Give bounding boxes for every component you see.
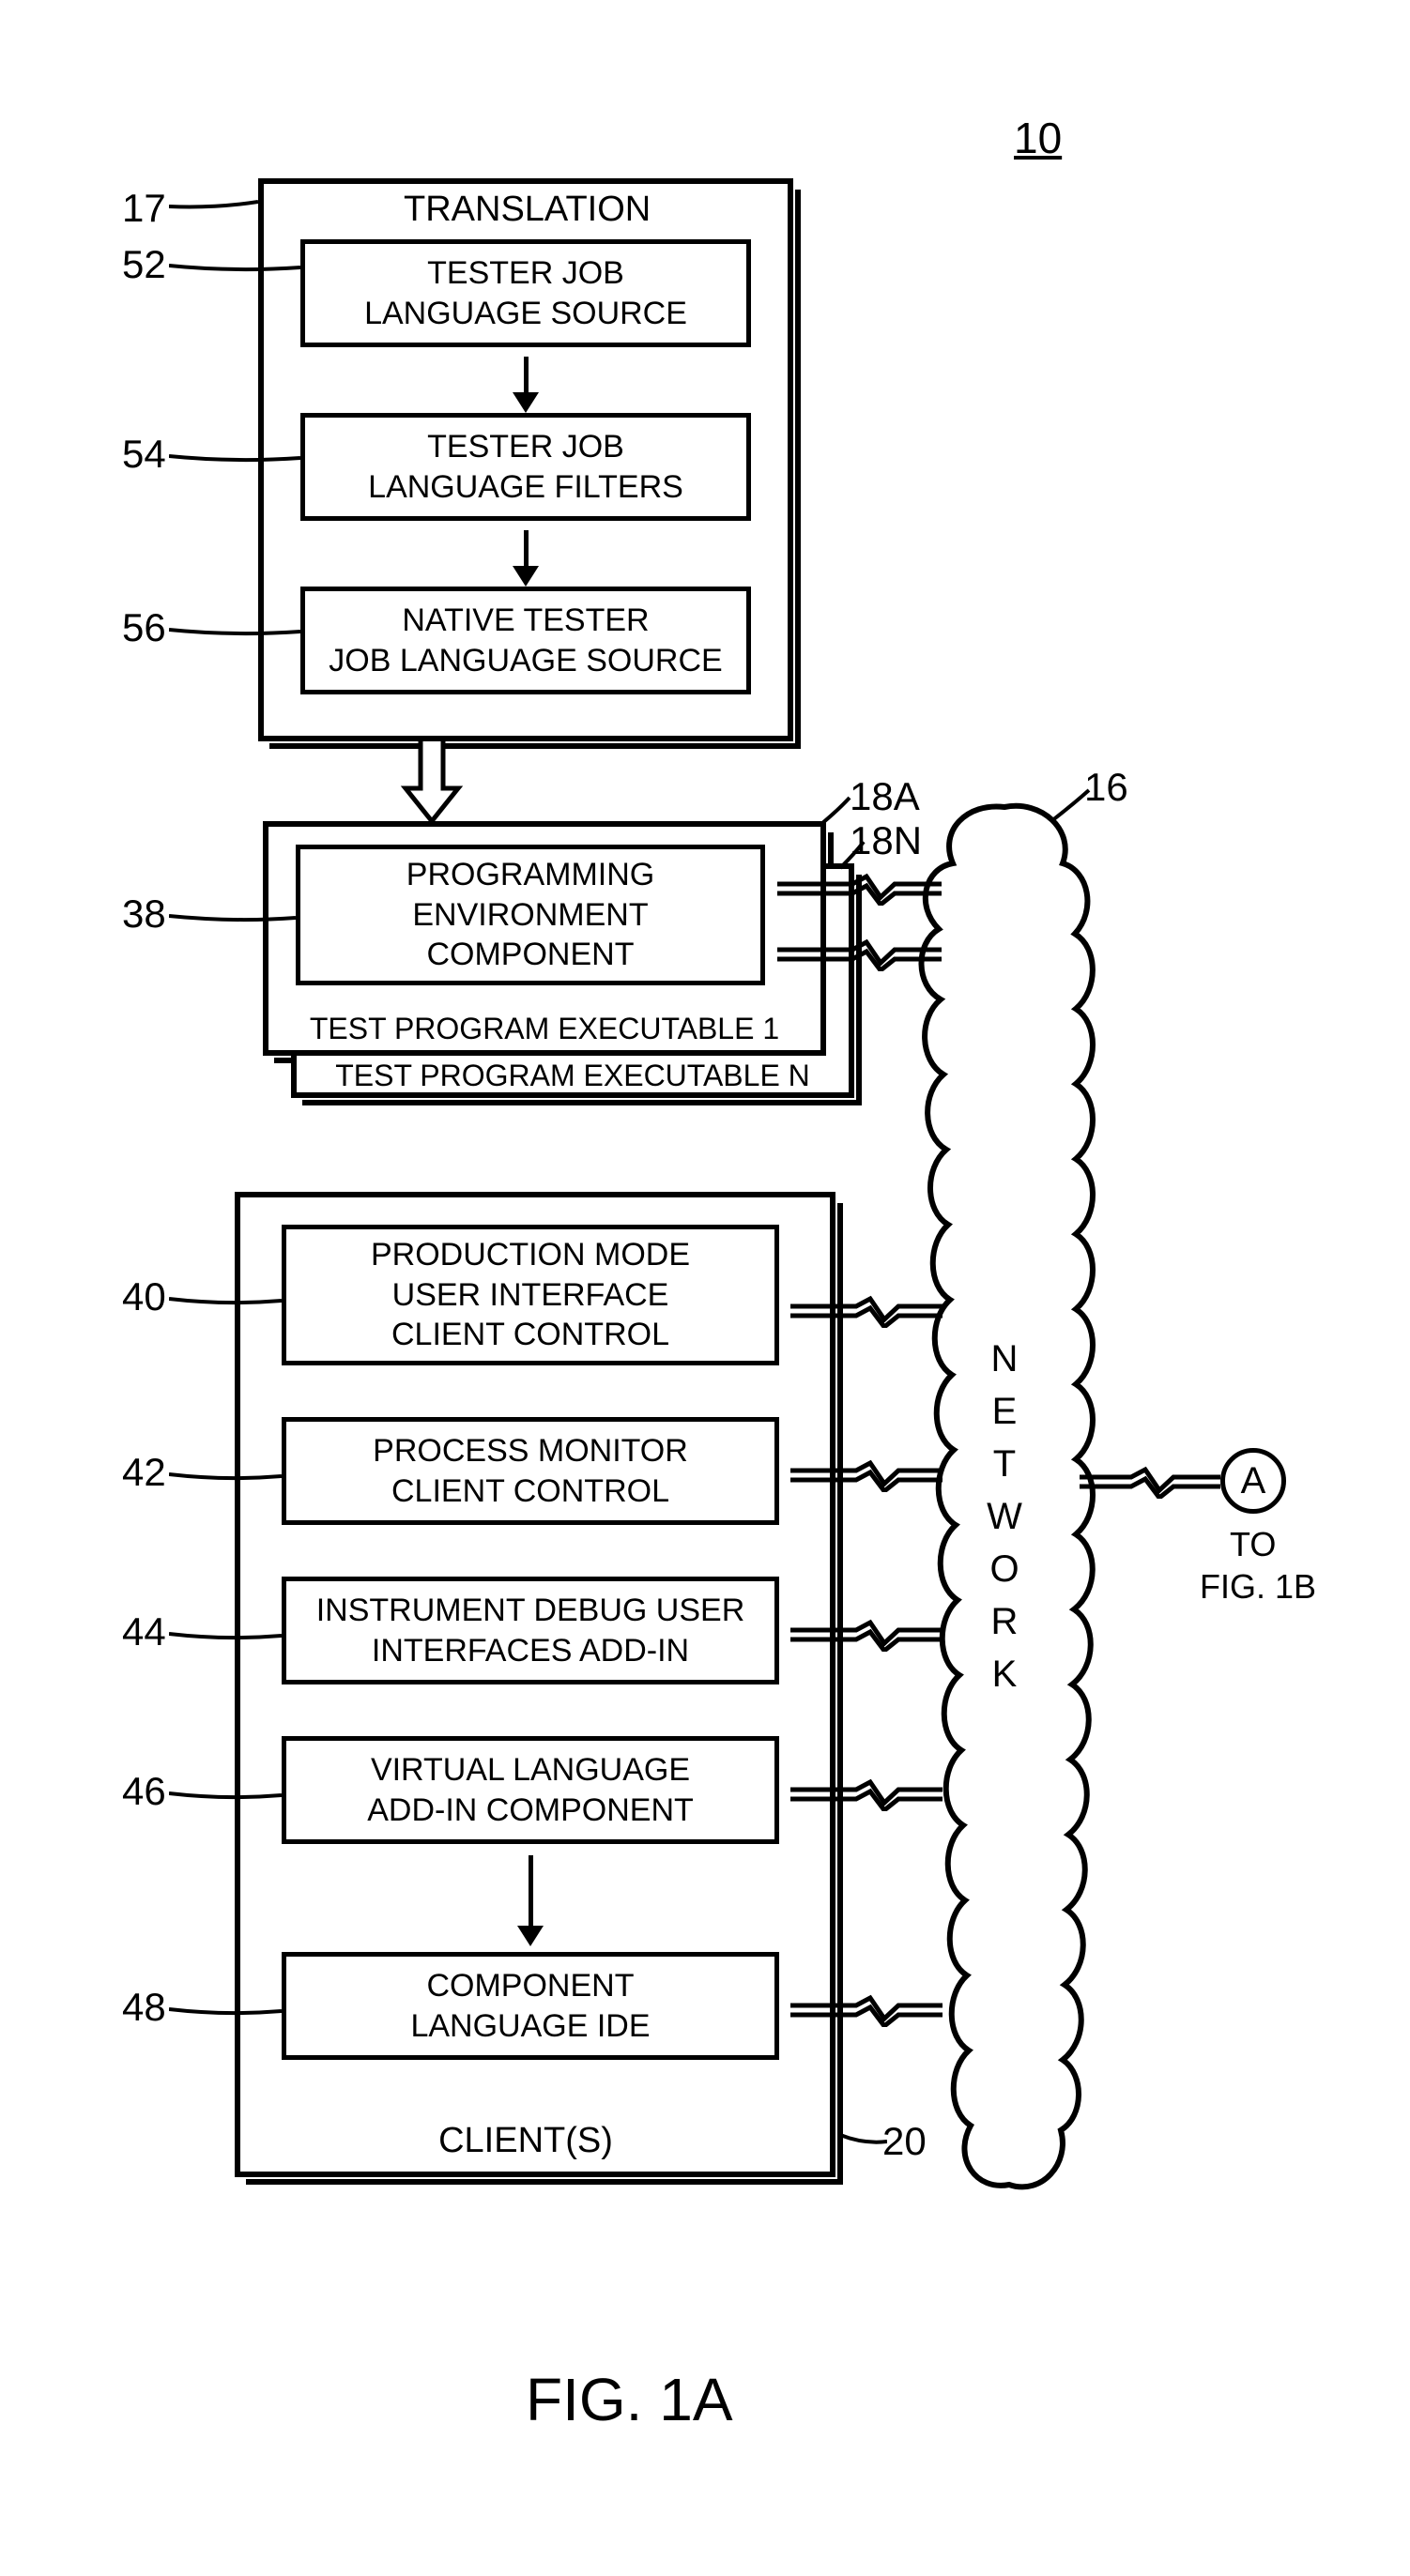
box-48-text: COMPONENT LANGUAGE IDE — [410, 1966, 650, 2046]
box-40-text: PRODUCTION MODE USER INTERFACE CLIENT CO… — [371, 1235, 690, 1355]
zigzag-40-network — [790, 1295, 943, 1328]
leader-17 — [169, 188, 258, 225]
zigzag-network-to-a — [1080, 1466, 1220, 1499]
network-label-w: W — [987, 1496, 1022, 1537]
ref-20: 20 — [882, 2119, 927, 2164]
connector-a-circle: A — [1220, 1448, 1286, 1514]
network-label-e: E — [992, 1391, 1018, 1432]
leader-54 — [169, 439, 300, 477]
ref-17: 17 — [122, 186, 166, 231]
ref-52: 52 — [122, 242, 166, 287]
leader-20 — [840, 2130, 887, 2158]
box-programming-environment-component: PROGRAMMING ENVIRONMENT COMPONENT — [296, 845, 765, 985]
box-56-text: NATIVE TESTER JOB LANGUAGE SOURCE — [329, 601, 722, 680]
leader-44 — [169, 1617, 282, 1654]
box-46-text: VIRTUAL LANGUAGE ADD-IN COMPONENT — [367, 1750, 694, 1830]
translation-title: TRANSLATION — [404, 190, 648, 230]
leader-16 — [1051, 788, 1094, 826]
ref-40: 40 — [122, 1274, 166, 1319]
leader-52 — [169, 249, 300, 286]
ref-38: 38 — [122, 892, 166, 937]
zigzag-42-network — [790, 1459, 943, 1492]
ref-46: 46 — [122, 1769, 166, 1814]
diagram-canvas: 10 TRANSLATION TESTER JOB LANGUAGE SOURC… — [0, 0, 1410, 2576]
box-tester-job-language-filters: TESTER JOB LANGUAGE FILTERS — [300, 413, 751, 521]
zigzag-46-network — [790, 1778, 943, 1811]
leader-46 — [169, 1776, 282, 1814]
zigzag-44-network — [790, 1619, 943, 1652]
zigzag-38-network-1 — [777, 873, 942, 906]
box-component-language-ide: COMPONENT LANGUAGE IDE — [282, 1952, 779, 2060]
exec1-label: TEST PROGRAM EXECUTABLE 1 — [282, 1012, 807, 1046]
network-label: N E T W O R K — [986, 1333, 1023, 1700]
box-virtual-language-addin-component: VIRTUAL LANGUAGE ADD-IN COMPONENT — [282, 1736, 779, 1844]
ref-48: 48 — [122, 1985, 166, 2030]
ref-56: 56 — [122, 605, 166, 650]
box-54-text: TESTER JOB LANGUAGE FILTERS — [368, 427, 683, 507]
box-52-text: TESTER JOB LANGUAGE SOURCE — [364, 253, 687, 333]
box-44-text: INSTRUMENT DEBUG USER INTERFACES ADD-IN — [316, 1591, 745, 1670]
leader-18n — [840, 840, 868, 873]
zigzag-48-network — [790, 1994, 943, 2027]
box-tester-job-language-source: TESTER JOB LANGUAGE SOURCE — [300, 239, 751, 347]
connector-fig-label: FIG. 1B — [1200, 1567, 1316, 1607]
execN-label: TEST PROGRAM EXECUTABLE N — [310, 1059, 835, 1093]
ref-44: 44 — [122, 1609, 166, 1654]
box-production-mode-ui-client-control: PRODUCTION MODE USER INTERFACE CLIENT CO… — [282, 1225, 779, 1365]
ref-18a: 18A — [850, 774, 920, 819]
network-label-o: O — [989, 1548, 1019, 1590]
network-label-k: K — [992, 1654, 1018, 1695]
box-instrument-debug-ui-addin: INSTRUMENT DEBUG USER INTERFACES ADD-IN — [282, 1577, 779, 1684]
leader-56 — [169, 613, 300, 650]
network-label-r: R — [991, 1601, 1019, 1642]
leader-48 — [169, 1992, 282, 2030]
connector-to-label: TO — [1230, 1525, 1276, 1564]
clients-label: CLIENT(S) — [404, 2121, 648, 2161]
leader-38 — [169, 899, 296, 937]
network-label-n: N — [991, 1338, 1019, 1379]
connector-a-letter: A — [1241, 1460, 1266, 1502]
wide-arrow-translation-to-exec — [394, 741, 469, 826]
box-38-text: PROGRAMMING ENVIRONMENT COMPONENT — [406, 855, 654, 975]
box-42-text: PROCESS MONITOR CLIENT CONTROL — [373, 1431, 688, 1511]
figure-caption: FIG. 1A — [526, 2365, 733, 2434]
figure-number: 10 — [1014, 113, 1062, 163]
network-label-t: T — [993, 1443, 1016, 1485]
zigzag-38-network-2 — [777, 938, 942, 971]
box-process-monitor-client-control: PROCESS MONITOR CLIENT CONTROL — [282, 1417, 779, 1525]
ref-54: 54 — [122, 432, 166, 477]
leader-40 — [169, 1282, 282, 1319]
ref-42: 42 — [122, 1450, 166, 1495]
leader-42 — [169, 1457, 282, 1495]
box-native-tester-job-language-source: NATIVE TESTER JOB LANGUAGE SOURCE — [300, 587, 751, 694]
